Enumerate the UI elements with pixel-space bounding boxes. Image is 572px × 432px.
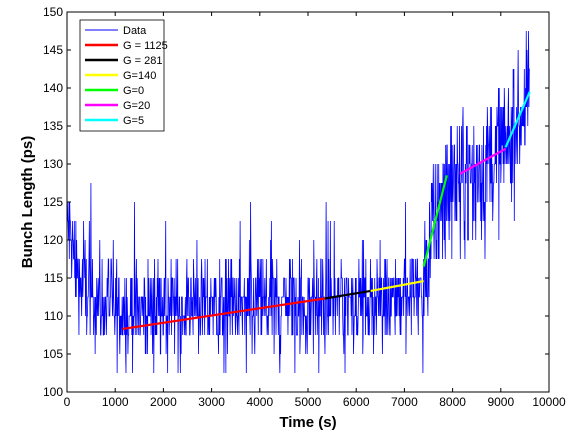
y-tick-label: 115 [44, 271, 63, 285]
fit-line [504, 91, 531, 148]
x-tick-label: 3000 [198, 395, 225, 409]
x-tick-label: 5000 [295, 395, 322, 409]
fit-line [370, 279, 424, 293]
fit-line [459, 147, 507, 175]
axes: 0 1000 2000 3000 4000 5000 6000 7000 8000 9000 100… [43, 5, 566, 409]
x-tick-label: 9000 [487, 395, 514, 409]
x-axis-title: Time (s) [279, 414, 336, 431]
legend-label: Data [123, 25, 147, 37]
x-tick-label: 6000 [343, 395, 370, 409]
y-axis-title: Bunch Length (ps) [19, 136, 36, 268]
fit-line [324, 289, 371, 300]
legend-label: G=20 [123, 100, 150, 112]
y-tick-label: 140 [43, 81, 63, 95]
y-tick-label: 120 [43, 233, 63, 247]
y-tick-label: 130 [43, 157, 63, 171]
data-series-line [66, 30, 530, 374]
legend-label: G=0 [123, 85, 144, 97]
y-tick-label: 110 [44, 309, 63, 323]
x-tick-label: 8000 [439, 395, 466, 409]
y-tick-label: 135 [43, 119, 63, 133]
y-tick-label: 125 [43, 195, 63, 209]
fit-lines [122, 91, 531, 331]
x-tick-label: 10000 [532, 395, 566, 409]
x-tick-label: 7000 [391, 395, 418, 409]
x-tick-label: 4000 [246, 395, 273, 409]
legend-label: G = 281 [123, 55, 162, 67]
legend-label: G=5 [123, 115, 144, 127]
y-tick-label: 100 [43, 385, 63, 399]
y-tick-label: 150 [43, 5, 63, 19]
fit-line [122, 297, 326, 331]
data-layer [66, 30, 530, 374]
fit-line [422, 175, 448, 267]
x-tick-label: 2000 [150, 395, 177, 409]
legend-label: G=140 [123, 70, 156, 82]
y-tick-label: 105 [43, 347, 63, 361]
x-tick-label: 0 [64, 395, 71, 409]
y-tick-label: 145 [43, 43, 63, 57]
legend: Data G = 1125 G = 281 G=140 G=0 G=20 G=5 [79, 19, 168, 132]
x-tick-label: 1000 [102, 395, 129, 409]
legend-label: G = 1125 [123, 40, 168, 52]
